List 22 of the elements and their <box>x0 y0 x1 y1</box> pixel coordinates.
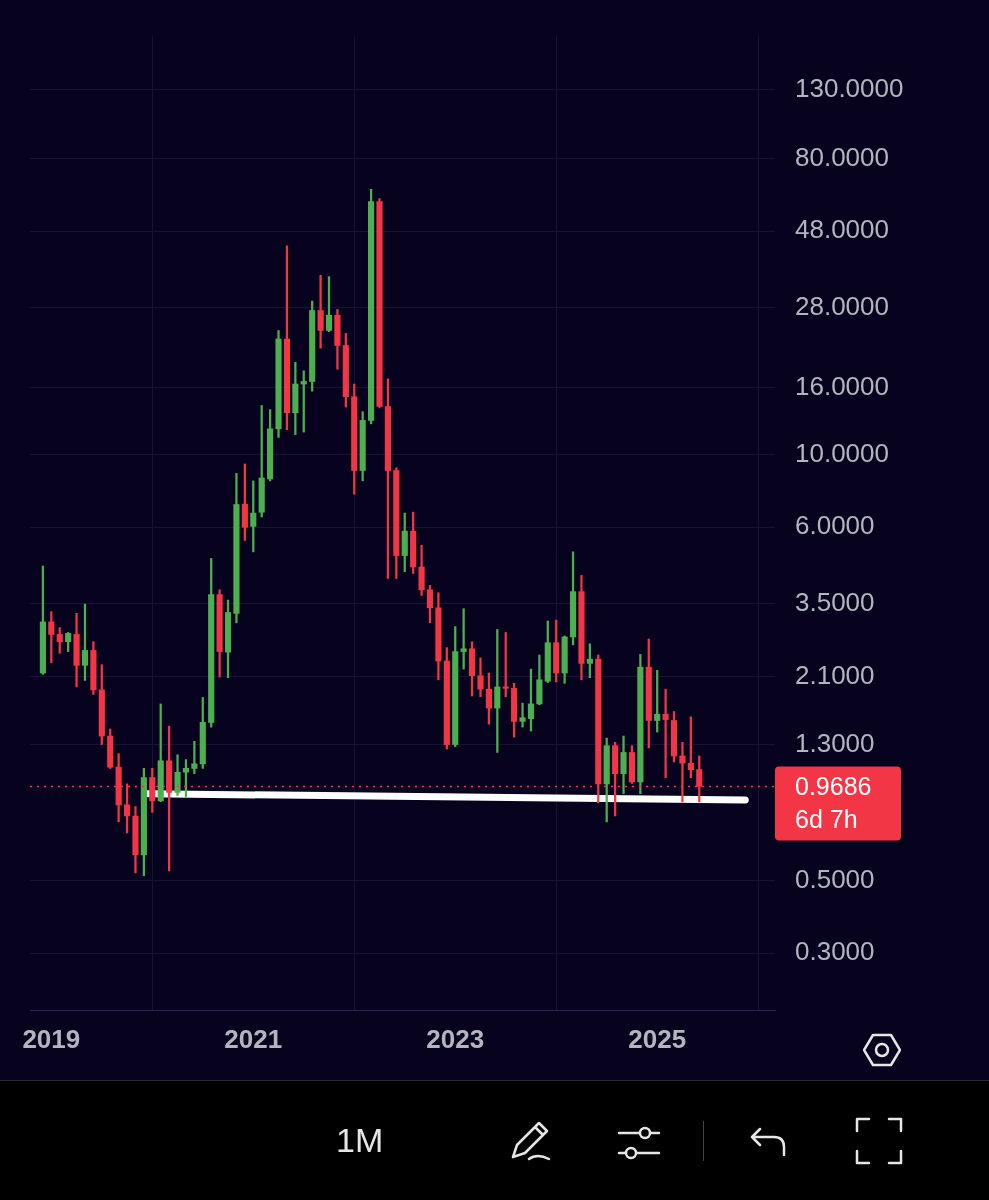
candlestick <box>519 702 526 728</box>
y-tick-label: 0.5000 <box>795 863 875 894</box>
x-tick-label: 2021 <box>224 1023 283 1054</box>
y-tick-label: 16.0000 <box>795 370 889 401</box>
y-tick-label: 28.0000 <box>795 291 889 322</box>
x-tick-label: 2025 <box>628 1023 687 1054</box>
candlestick <box>662 688 669 779</box>
text: 1M <box>336 1121 384 1160</box>
y-tick-label: 48.0000 <box>795 214 889 245</box>
y-tick-label: 6.0000 <box>795 510 875 541</box>
y-tick-label: 0.3000 <box>795 936 875 967</box>
candlestick <box>317 275 324 349</box>
x-tick-label: 2023 <box>426 1023 485 1054</box>
candlestick <box>191 741 198 774</box>
y-tick-label: 10.0000 <box>795 437 889 468</box>
y-tick-label: 130.0000 <box>795 72 904 103</box>
y-tick-label: 2.1000 <box>795 659 875 690</box>
y-tick-label: 3.5000 <box>795 586 875 617</box>
ref-line-label: 0.9686 6d 7h <box>795 772 872 834</box>
x-tick-label: 2019 <box>22 1023 81 1054</box>
y-tick-label: 1.3000 <box>795 727 875 758</box>
y-tick-label: 80.0000 <box>795 141 889 172</box>
